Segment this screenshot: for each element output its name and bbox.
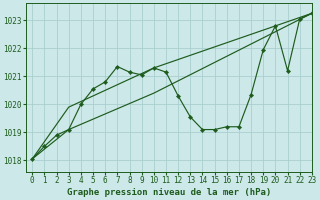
X-axis label: Graphe pression niveau de la mer (hPa): Graphe pression niveau de la mer (hPa) (67, 188, 271, 197)
